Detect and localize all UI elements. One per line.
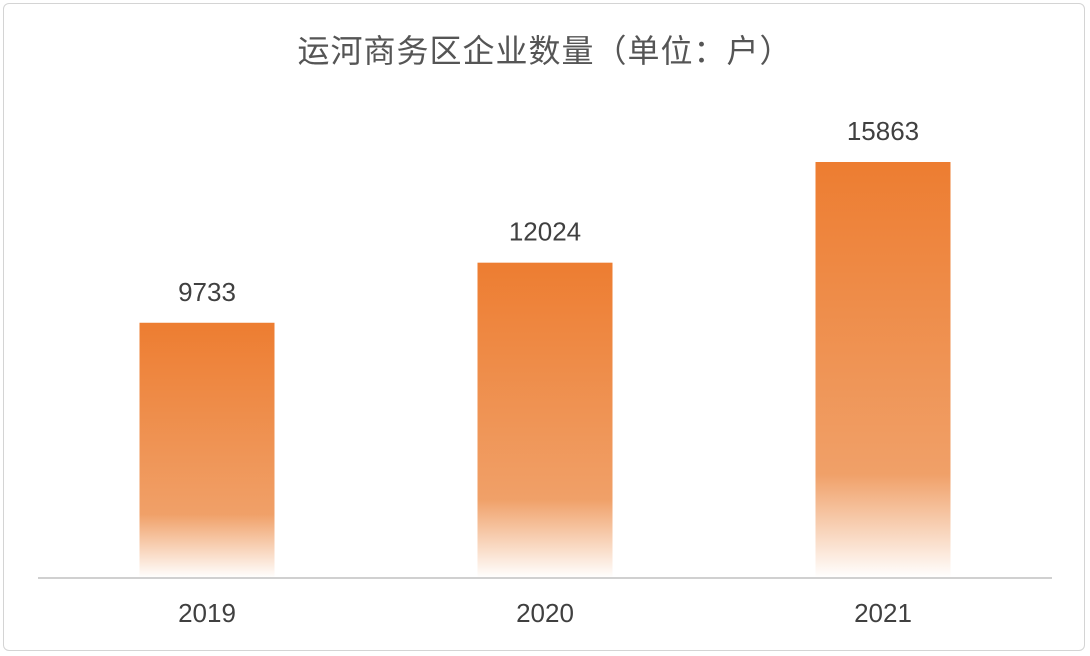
x-tick-label-2020: 2020 (516, 598, 574, 628)
data-label-2021: 15863 (847, 116, 919, 146)
data-label-2019: 9733 (178, 277, 236, 307)
x-tick-label-2019: 2019 (178, 598, 236, 628)
bars-group (139, 162, 951, 578)
bar-2020 (477, 262, 613, 578)
chart-title: 运河商务区企业数量（单位：户） (297, 32, 793, 70)
bar-2019 (139, 322, 275, 578)
bar-2021 (815, 162, 951, 578)
labels-group: 9733 2019 12024 2020 15863 2021 (178, 116, 919, 628)
data-label-2020: 12024 (509, 217, 581, 247)
x-tick-label-2021: 2021 (854, 598, 912, 628)
